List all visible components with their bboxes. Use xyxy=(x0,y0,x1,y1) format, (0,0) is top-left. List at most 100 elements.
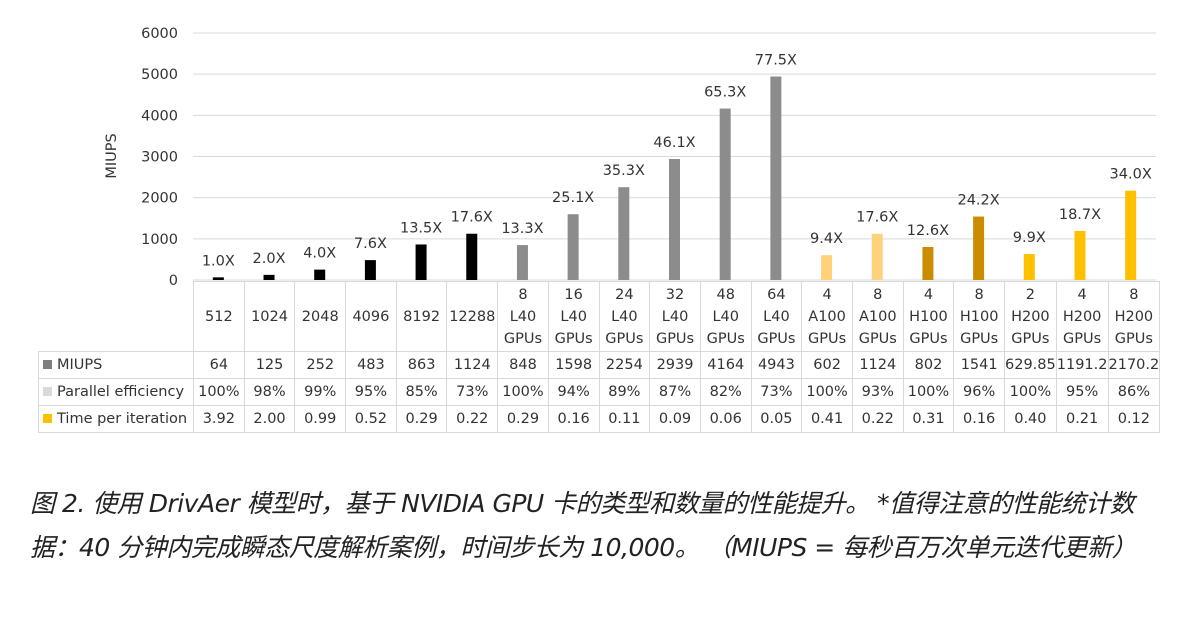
data-label: 9.4X xyxy=(810,231,843,247)
x-category-label: 8 H100 GPUs xyxy=(953,281,1005,352)
x-category-label: 16 L40 GPUs xyxy=(547,281,600,352)
table-cell: 0.40 xyxy=(1004,405,1057,433)
bar xyxy=(466,233,478,280)
table-cell: 0.12 xyxy=(1107,405,1161,433)
bar xyxy=(516,245,528,280)
table-row: MIUPS 64 125 252 483 863 1124 848 1598 2254 2939 41… xyxy=(38,351,1161,379)
table-cell: 73% xyxy=(750,378,803,406)
x-category-label: 1024 xyxy=(243,281,296,352)
x-category-label: 24 L40 GPUs xyxy=(598,281,651,352)
table-cell: 1124 xyxy=(851,351,904,379)
table-cell: 0.31 xyxy=(902,405,955,433)
table-cell: 98% xyxy=(243,378,296,406)
legend-swatch xyxy=(43,360,52,369)
table-cell: 0.99 xyxy=(294,405,347,433)
table-cell: 2170.2 xyxy=(1107,351,1161,379)
bar xyxy=(567,214,579,280)
x-category-label: 8 A100 GPUs xyxy=(851,281,904,352)
table-cell: 1598 xyxy=(547,351,600,379)
table-cell: 100% xyxy=(1004,378,1057,406)
table-cell: 4943 xyxy=(750,351,803,379)
data-label: 1.0X xyxy=(202,253,235,269)
x-category-label: 4 A100 GPUs xyxy=(801,281,853,352)
table-cell: 4164 xyxy=(699,351,752,379)
table-cell: 82% xyxy=(699,378,752,406)
legend-entry: Parallel efficiency xyxy=(38,378,194,406)
legend-entry: MIUPS xyxy=(38,351,194,379)
bar xyxy=(1074,230,1086,280)
table-cell: 99% xyxy=(294,378,347,406)
y-tick-label: 5000 xyxy=(141,67,178,83)
table-cell: 3.92 xyxy=(193,405,245,433)
table-row: Time per iteration 3.92 2.00 0.99 0.52 0.29 0.… xyxy=(38,405,1161,433)
data-label: 65.3X xyxy=(704,85,746,101)
bar xyxy=(719,108,731,280)
x-category-label: 32 L40 GPUs xyxy=(649,281,701,352)
bar xyxy=(770,76,782,280)
table-cell: 1191.2 xyxy=(1055,351,1109,379)
x-category-label: 2048 xyxy=(294,281,347,352)
bar xyxy=(618,187,630,280)
table-cell: 252 xyxy=(294,351,347,379)
table-cell: 0.22 xyxy=(446,405,499,433)
bar xyxy=(669,159,680,280)
table-cell: 629.85 xyxy=(1004,351,1057,379)
table-cell: 85% xyxy=(395,378,448,406)
x-category-label: 2 H200 GPUs xyxy=(1004,281,1057,352)
table-cell: 0.41 xyxy=(801,405,853,433)
table-cell: 100% xyxy=(497,378,549,406)
table-cell: 802 xyxy=(902,351,955,379)
table-cell: 89% xyxy=(598,378,651,406)
table-cell: 0.05 xyxy=(750,405,803,433)
bar xyxy=(871,233,883,280)
table-cell: 0.09 xyxy=(649,405,701,433)
table-cell: 1541 xyxy=(953,351,1005,379)
legend-swatch xyxy=(43,387,52,396)
bar xyxy=(263,274,275,280)
data-label: 25.1X xyxy=(552,190,594,206)
table-cell: 0.21 xyxy=(1055,405,1109,433)
table-cell: 0.52 xyxy=(345,405,397,433)
data-label: 17.6X xyxy=(856,210,898,226)
y-tick-label: 2000 xyxy=(141,191,178,207)
data-label: 13.5X xyxy=(400,220,442,236)
x-category-label: 8 H200 GPUs xyxy=(1107,281,1161,352)
bar xyxy=(973,216,985,280)
table-cell: 2254 xyxy=(598,351,651,379)
data-label: 2.0X xyxy=(253,251,286,267)
table-cell: 0.16 xyxy=(547,405,600,433)
table-cell: 64 xyxy=(193,351,245,379)
data-label: 34.0X xyxy=(1110,167,1152,183)
table-cell: 125 xyxy=(243,351,296,379)
y-tick-label: 6000 xyxy=(141,26,178,42)
x-category-label: 8192 xyxy=(395,281,448,352)
table-cell: 93% xyxy=(851,378,904,406)
y-tick-label: 4000 xyxy=(141,108,178,124)
data-label: 77.5X xyxy=(755,53,797,69)
table-row: Parallel efficiency 100% 98% 99% 95% 85% 73% 10… xyxy=(38,378,1161,406)
data-label: 46.1X xyxy=(653,135,695,151)
data-label: 9.9X xyxy=(1013,230,1046,246)
table-cell: 86% xyxy=(1107,378,1161,406)
x-category-label: 64 L40 GPUs xyxy=(750,281,803,352)
table-cell: 483 xyxy=(345,351,397,379)
x-category-label: 4096 xyxy=(345,281,397,352)
y-tick-label: 1000 xyxy=(141,232,178,248)
bar xyxy=(364,260,376,280)
legend-swatch xyxy=(43,414,52,423)
data-label: 4.0X xyxy=(303,246,336,262)
table-cell: 0.16 xyxy=(953,405,1005,433)
table-cell: 0.29 xyxy=(497,405,549,433)
table-cell: 87% xyxy=(649,378,701,406)
table-cell: 95% xyxy=(1055,378,1109,406)
data-label: 12.6X xyxy=(907,223,949,239)
table-cell: 863 xyxy=(395,351,448,379)
bar xyxy=(1023,254,1035,280)
x-category-label: 8 L40 GPUs xyxy=(497,281,549,352)
legend-entry: Time per iteration xyxy=(38,405,194,433)
table-header-row: 512 1024 2048 4096 8192 12288 8 L40 GPUs 16 L40 GPU… xyxy=(38,281,1161,352)
data-label: 35.3X xyxy=(603,163,645,179)
data-table: 512 1024 2048 4096 8192 12288 8 L40 GPUs 16 L40 GPU… xyxy=(38,281,1161,433)
table-cell: 0.06 xyxy=(699,405,752,433)
table-cell: 96% xyxy=(953,378,1005,406)
